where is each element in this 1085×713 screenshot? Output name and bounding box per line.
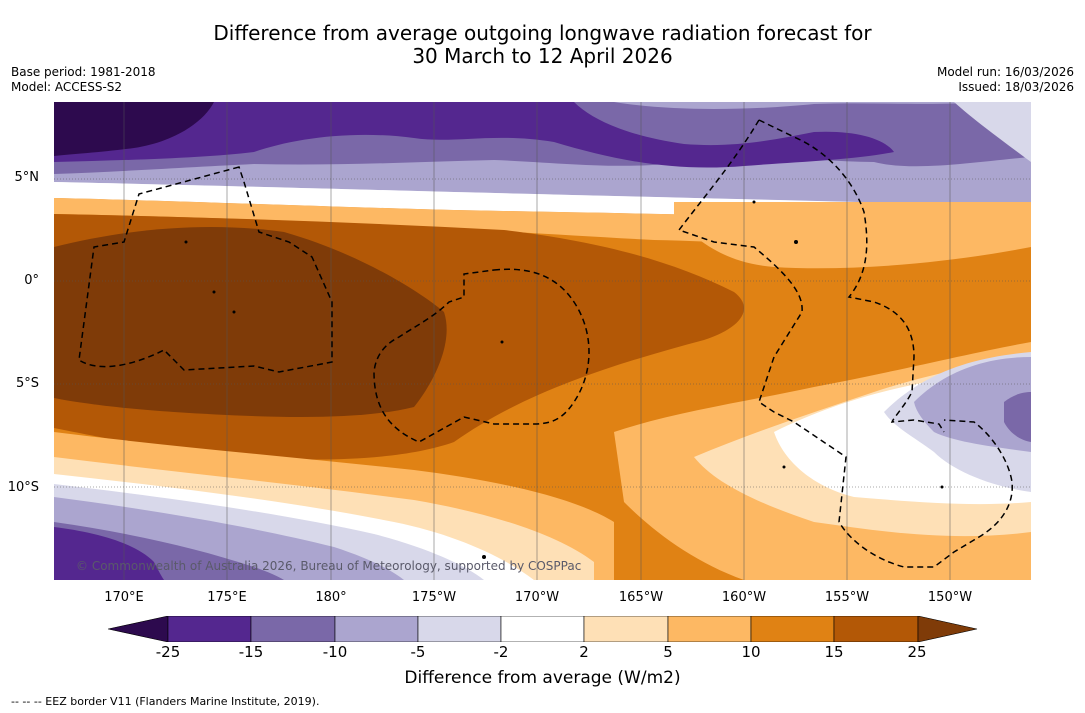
island-2 <box>212 290 216 294</box>
lat-label-5s: 5°S <box>15 376 39 391</box>
cbar-n15-10 <box>250 615 336 643</box>
band-n10-south <box>914 357 1031 452</box>
cbar-p15-25 <box>833 615 919 643</box>
lon-label-175w: 175°W <box>411 590 457 605</box>
cbar-tick-n2: -2 <box>493 643 509 661</box>
eez-phoenix <box>373 268 590 443</box>
model-run: Model run: 16/03/2026 <box>936 65 1074 79</box>
cbar-tick-n15: -15 <box>238 643 264 661</box>
lon-label-180: 180° <box>315 590 347 605</box>
cbar-p5-10 <box>667 615 752 643</box>
band-n25-sw <box>54 527 164 580</box>
band-white-north <box>954 102 1031 162</box>
island-9 <box>782 465 786 469</box>
map-title: Difference from average outgoing longwav… <box>0 22 1085 68</box>
colorbar <box>107 615 978 643</box>
cbar-tick-p15: 15 <box>824 643 844 661</box>
meta-right: Model run: 16/03/2026 Issued: 18/03/2026 <box>937 65 1074 95</box>
cbar-tick-n5: -5 <box>410 643 426 661</box>
island-3 <box>232 310 236 314</box>
band-n25-north <box>54 102 894 168</box>
lon-label-150w: 150°W <box>927 590 973 605</box>
lon-label-155w: 155°W <box>824 590 870 605</box>
lat-label-5n: 5°N <box>14 170 40 185</box>
cbar-tick-p25: 25 <box>907 643 927 661</box>
cbar-n2-2 <box>500 615 585 643</box>
title-line-2: 30 March to 12 April 2026 <box>412 44 673 68</box>
eez-tuvalu <box>78 166 333 373</box>
lon-label-175e: 175°E <box>207 590 247 605</box>
issued-date: Issued: 18/03/2026 <box>958 80 1074 94</box>
band-max-core <box>54 227 447 417</box>
band-p5b-north <box>674 202 1031 269</box>
cbar-above-max <box>917 615 978 643</box>
cbar-below-min <box>107 615 169 643</box>
lon-label-165w: 165°W <box>618 590 664 605</box>
island-8 <box>940 485 944 489</box>
island-6 <box>752 200 756 204</box>
lat-label-10s: 10°S <box>7 480 39 495</box>
island-4 <box>500 340 504 344</box>
cbar-n10-5 <box>334 615 419 643</box>
eez-legend: -- -- -- EEZ border V11 (Flanders Marine… <box>11 695 320 708</box>
cbar-tick-n25: -25 <box>155 643 181 661</box>
island-7 <box>482 555 486 559</box>
eez-line-b <box>677 119 1013 568</box>
lon-label-170w: 170°W <box>514 590 560 605</box>
lon-label-170e: 170°E <box>104 590 144 605</box>
model-name: Model: ACCESS-S2 <box>11 80 123 94</box>
lat-label-0: 0° <box>24 273 39 288</box>
anomaly-map <box>54 102 1031 580</box>
colorbar-title: Difference from average (W/m2) <box>404 668 681 688</box>
title-line-1: Difference from average outgoing longwav… <box>213 21 872 45</box>
cbar-n5-2 <box>417 615 502 643</box>
band-n15-south <box>1004 392 1031 442</box>
cbar-tick-p2: 2 <box>579 643 589 661</box>
island-5 <box>794 240 798 244</box>
island-1 <box>184 240 188 244</box>
copyright-credit: © Commonwealth of Australia 2026, Bureau… <box>76 559 582 573</box>
band-min-north <box>54 102 214 156</box>
cbar-tick-n10: -10 <box>322 643 348 661</box>
base-period: Base period: 1981-2018 <box>11 65 156 79</box>
cbar-tick-p10: 10 <box>741 643 761 661</box>
eez-line <box>758 119 945 433</box>
lon-label-160w: 160°W <box>721 590 767 605</box>
cbar-p2-5 <box>583 615 669 643</box>
meta-left: Base period: 1981-2018 Model: ACCESS-S2 <box>11 65 156 95</box>
cbar-tick-p5: 5 <box>663 643 673 661</box>
cbar-n25-15 <box>167 615 252 643</box>
cbar-p10-15 <box>750 615 835 643</box>
